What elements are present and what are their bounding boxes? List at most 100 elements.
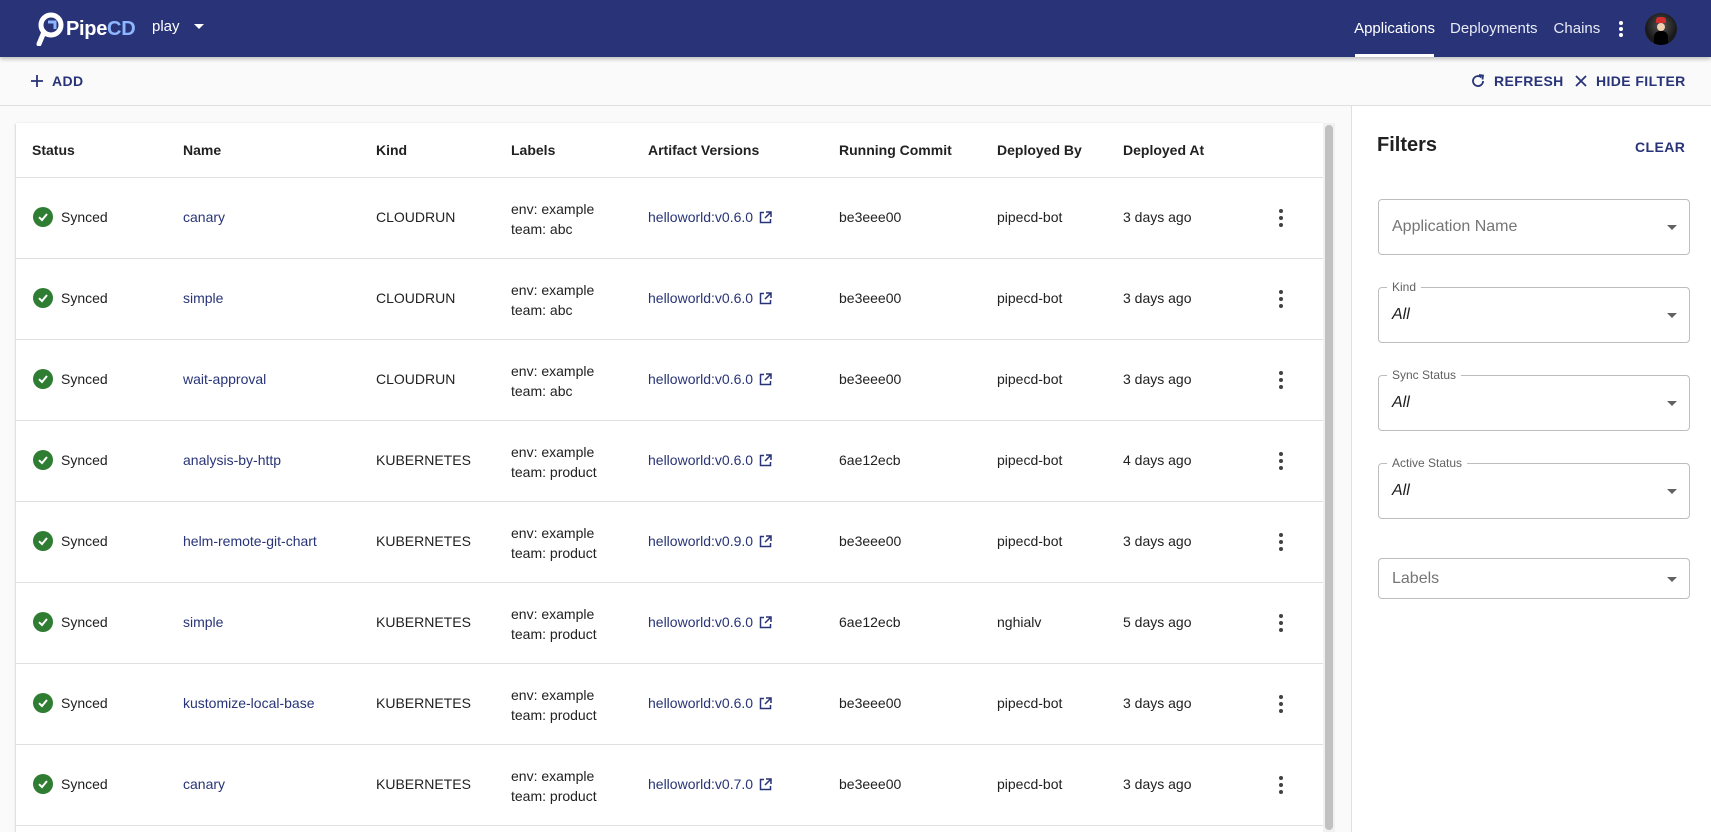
running-commit-text: be3eee00: [839, 209, 902, 225]
deployed-at-text: 4 days ago: [1123, 452, 1192, 468]
active-status-filter-value: All: [1392, 482, 1410, 499]
header-running-commit: Running Commit: [839, 142, 952, 158]
toolbar: ADD REFRESH HIDE FILTER: [0, 57, 1711, 106]
synced-check-icon: [33, 612, 53, 632]
running-commit-text: be3eee00: [839, 695, 902, 711]
artifact-version-link[interactable]: helloworld:v0.6.0: [648, 371, 772, 387]
artifact-version-text: helloworld:v0.9.0: [648, 533, 754, 549]
running-commit-text: be3eee00: [839, 371, 902, 387]
application-name-link[interactable]: simple: [183, 290, 224, 306]
labels-filter[interactable]: Labels: [1378, 558, 1690, 599]
sync-status-filter-value: All: [1392, 394, 1410, 411]
deployed-at-text: 5 days ago: [1123, 614, 1192, 630]
project-selector[interactable]: play: [152, 18, 204, 35]
artifact-version-link[interactable]: helloworld:v0.6.0: [648, 452, 772, 468]
application-name-link[interactable]: canary: [183, 209, 226, 225]
label-team: team: abc: [511, 221, 573, 237]
kind-filter[interactable]: Kind All: [1378, 280, 1690, 343]
labels-cell: env: example team: abc: [511, 361, 594, 401]
labels-cell: env: example team: product: [511, 442, 597, 482]
status-text: Synced: [61, 371, 108, 387]
nav-chains-label: Chains: [1553, 20, 1601, 37]
header-deployed-at: Deployed At: [1123, 142, 1205, 158]
application-name-placeholder: Application Name: [1392, 218, 1518, 235]
status-cell: Synced: [33, 774, 108, 794]
table-header: Status Name Kind Labels Artifact Version…: [16, 123, 1323, 178]
external-link-icon: [759, 696, 772, 709]
label-env: env: example: [511, 363, 595, 379]
artifact-version-link[interactable]: helloworld:v0.6.0: [648, 695, 772, 711]
kind-text: CLOUDRUN: [376, 209, 456, 225]
table-scrollbar[interactable]: [1323, 123, 1335, 832]
active-status-filter[interactable]: Active Status All: [1378, 456, 1690, 519]
nav-deployments-label: Deployments: [1450, 20, 1538, 37]
status-cell: Synced: [33, 207, 108, 227]
user-avatar[interactable]: [1645, 13, 1677, 45]
artifact-version-link[interactable]: helloworld:v0.6.0: [648, 290, 772, 306]
label-team: team: product: [511, 626, 597, 642]
status-text: Synced: [61, 209, 108, 225]
pipecd-logo[interactable]: PipeCD: [36, 12, 136, 46]
active-status-filter-label: Active Status: [1387, 456, 1468, 470]
dropdown-arrow-icon: [1667, 489, 1677, 494]
scrollbar-thumb[interactable]: [1325, 125, 1333, 830]
refresh-button[interactable]: REFRESH: [1470, 67, 1564, 95]
status-text: Synced: [61, 452, 108, 468]
nav-chains[interactable]: Chains: [1554, 0, 1601, 57]
status-text: Synced: [61, 614, 108, 630]
filters-panel: Filters CLEAR Application Name Kind All …: [1351, 106, 1711, 832]
nav-applications-label: Applications: [1354, 20, 1435, 37]
sync-status-filter[interactable]: Sync Status All: [1378, 368, 1690, 431]
table-row: Synced analysis-by-http KUBERNETES env: exa…: [16, 421, 1323, 502]
artifact-version-link[interactable]: helloworld:v0.6.0: [648, 209, 772, 225]
artifact-version-text: helloworld:v0.6.0: [648, 695, 754, 711]
clear-filters-button[interactable]: CLEAR: [1635, 139, 1686, 155]
more-menu-icon[interactable]: [1614, 18, 1628, 40]
application-name-link[interactable]: analysis-by-http: [183, 452, 282, 468]
application-name-link[interactable]: kustomize-local-base: [183, 695, 315, 711]
external-link-icon: [759, 453, 772, 466]
label-env: env: example: [511, 201, 595, 217]
row-more-menu-icon[interactable]: [1269, 206, 1293, 230]
table-row: Synced helm-remote-git-chart KUBERNETES env…: [16, 502, 1323, 583]
row-more-menu-icon[interactable]: [1269, 692, 1293, 716]
row-more-menu-icon[interactable]: [1269, 368, 1293, 392]
artifact-version-link[interactable]: helloworld:v0.7.0: [648, 776, 772, 792]
hide-filter-button[interactable]: HIDE FILTER: [1574, 67, 1686, 95]
add-button[interactable]: ADD: [30, 67, 84, 95]
status-text: Synced: [61, 695, 108, 711]
status-cell: Synced: [33, 612, 108, 632]
application-name-link[interactable]: helm-remote-git-chart: [183, 533, 317, 549]
row-more-menu-icon[interactable]: [1269, 287, 1293, 311]
application-name-link[interactable]: wait-approval: [183, 371, 267, 387]
nav-applications[interactable]: Applications: [1354, 0, 1435, 57]
artifact-version-link[interactable]: helloworld:v0.6.0: [648, 614, 772, 630]
application-name-link[interactable]: simple: [183, 614, 224, 630]
header-kind: Kind: [376, 142, 408, 158]
labels-placeholder: Labels: [1392, 570, 1440, 587]
kind-text: KUBERNETES: [376, 533, 471, 549]
row-more-menu-icon[interactable]: [1269, 530, 1293, 554]
label-env: env: example: [511, 687, 595, 703]
synced-check-icon: [33, 450, 53, 470]
external-link-icon: [759, 372, 772, 385]
table-row: Synced canary KUBERNETES env: example team: …: [16, 745, 1323, 826]
row-more-menu-icon[interactable]: [1269, 611, 1293, 635]
refresh-button-label: REFRESH: [1494, 73, 1564, 89]
running-commit-text: be3eee00: [839, 776, 902, 792]
application-name-link[interactable]: canary: [183, 776, 226, 792]
artifact-version-text: helloworld:v0.7.0: [648, 776, 754, 792]
artifact-version-link[interactable]: helloworld:v0.9.0: [648, 533, 772, 549]
synced-check-icon: [33, 288, 53, 308]
label-env: env: example: [511, 606, 595, 622]
labels-cell: env: example team: abc: [511, 280, 594, 320]
nav-deployments[interactable]: Deployments: [1450, 0, 1538, 57]
external-link-icon: [759, 534, 772, 547]
application-name-filter[interactable]: Application Name: [1378, 199, 1690, 255]
row-more-menu-icon[interactable]: [1269, 449, 1293, 473]
row-more-menu-icon[interactable]: [1269, 773, 1293, 797]
status-cell: Synced: [33, 288, 108, 308]
external-link-icon: [759, 291, 772, 304]
label-team: team: product: [511, 464, 597, 480]
artifact-version-text: helloworld:v0.6.0: [648, 452, 754, 468]
